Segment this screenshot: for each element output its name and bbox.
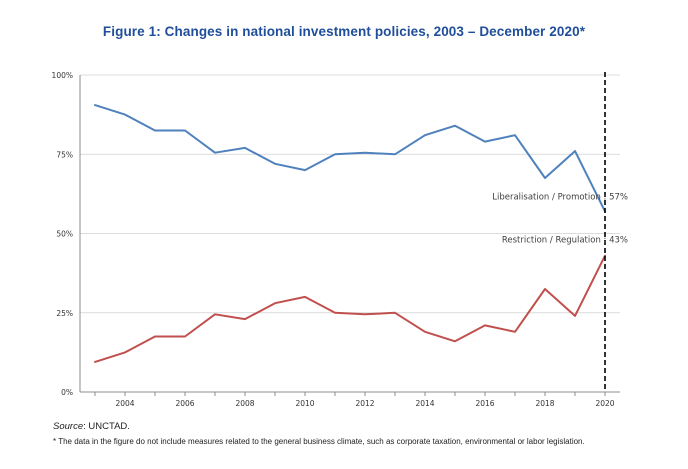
source-label: Source	[53, 421, 84, 432]
series-labels: Liberalisation / Promotion : 57% Restrict…	[492, 192, 628, 245]
x-tick-label: 2006	[175, 399, 194, 408]
series-line-restriction	[94, 254, 606, 363]
series-lines	[94, 104, 606, 363]
x-tick-label: 2010	[295, 399, 314, 408]
x-tick-label: 2008	[235, 399, 254, 408]
source-note: Source: UNCTAD.	[53, 421, 130, 432]
y-tick-label: 75%	[56, 150, 73, 159]
source-text: : UNCTAD.	[83, 421, 130, 432]
x-tick-label: 2004	[115, 399, 134, 408]
x-tick-label: 2012	[355, 399, 374, 408]
y-tick-label: 25%	[56, 309, 73, 318]
x-tick-label: 2016	[475, 399, 494, 408]
series-label-restriction: Restriction / Regulation : 43%	[502, 236, 628, 246]
series-label-liberalisation: Liberalisation / Promotion : 57%	[492, 192, 628, 202]
x-tick-label: 2020	[595, 399, 614, 408]
y-tick-label: 50%	[56, 230, 73, 239]
axes	[79, 75, 620, 396]
y-tick-label: 100%	[52, 71, 73, 80]
series-line-liberalisation	[94, 104, 606, 213]
figure-title: Figure 1: Changes in national investment…	[102, 24, 586, 39]
x-tick-label: 2018	[535, 399, 554, 408]
footnote: * The data in the figure do not include …	[53, 437, 585, 446]
y-tick-label: 0%	[61, 388, 73, 397]
tick-labels: 0% 25% 50% 75% 100% 2004 2006 2008 2010 2012 2014 2…	[52, 71, 615, 408]
x-tick-label: 2014	[415, 399, 434, 408]
